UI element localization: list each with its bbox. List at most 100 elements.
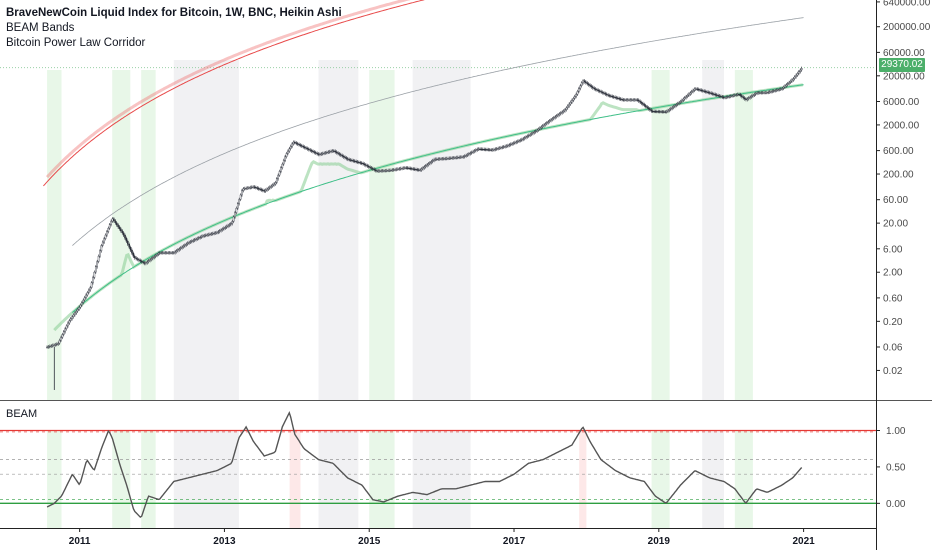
candle-body-40 [101, 241, 104, 246]
candle-body-468 [697, 89, 700, 91]
y-tick-label-13: 0.20 [883, 317, 903, 328]
beam-upper-band [45, 0, 411, 179]
candle-body-439 [657, 111, 660, 113]
candle-body-79 [156, 254, 158, 256]
candle-body-457 [682, 98, 685, 101]
candle-body-160 [269, 186, 271, 189]
candle-body-448 [669, 108, 672, 110]
candle-body-370 [561, 111, 563, 114]
candle-body-334 [511, 143, 513, 145]
candle-body-156 [263, 190, 266, 192]
candle-body-416 [625, 99, 628, 101]
candle-body-400 [603, 92, 605, 94]
candle-body-373 [565, 107, 568, 110]
candle-body-73 [147, 260, 150, 262]
candle-body-317 [487, 149, 490, 151]
candle-body-515 [763, 92, 765, 94]
candle-body-425 [637, 99, 640, 102]
candle-body-514 [761, 92, 764, 94]
candle-body-71 [145, 262, 147, 264]
candle-body-498 [739, 94, 742, 96]
candle-body-258 [405, 167, 408, 169]
candle-body-503 [746, 98, 749, 100]
candle-body-512 [759, 92, 761, 94]
candle-body-202 [327, 151, 330, 153]
power-law-upper-line [43, 0, 426, 187]
candle-body-218 [349, 159, 352, 161]
candle-body-204 [330, 150, 332, 153]
legend-beam-bands: BEAM Bands [6, 22, 75, 34]
candle-body-57 [125, 238, 128, 242]
candle-body-409 [615, 97, 618, 99]
y-tick-label-6: 600.00 [883, 146, 914, 157]
shade-grey-lower-2 [412, 430, 471, 528]
candle-body-172 [285, 153, 288, 157]
candle-body-62 [132, 253, 135, 257]
candle-body-325 [498, 147, 501, 149]
candle-body-387 [585, 81, 587, 84]
candle-body-80 [157, 253, 160, 255]
candle-body-313 [482, 148, 484, 151]
candle-body-26 [82, 299, 85, 303]
candle-body-322 [494, 148, 497, 151]
candle-body-420 [631, 99, 633, 101]
candle-body-15 [67, 322, 69, 327]
candle-body-407 [612, 96, 615, 98]
candle-body-22 [76, 309, 79, 312]
candle-body-245 [387, 170, 389, 172]
candle-body-463 [690, 91, 693, 93]
candle-body-34 [93, 271, 96, 278]
y-tick-label-0: 640000.00 [883, 0, 931, 8]
candle-body-96 [179, 247, 182, 250]
shade-grey-upper-2 [412, 60, 471, 400]
candle-body-398 [600, 91, 602, 93]
candle-body-293 [454, 157, 456, 159]
y-tick-label-14: 0.06 [883, 343, 903, 354]
candle-body-333 [509, 143, 512, 146]
candle-body-66 [138, 259, 140, 261]
candle-body-497 [738, 94, 740, 96]
candle-body-385 [582, 80, 584, 84]
candle-body-494 [734, 94, 736, 96]
candle-body-384 [580, 82, 583, 86]
candle-body-93 [175, 250, 178, 252]
candle-body-303 [468, 153, 470, 155]
candle-body-452 [675, 104, 678, 106]
candle-body-12 [62, 331, 65, 335]
candle-body-253 [398, 168, 401, 170]
candle-body-237 [376, 170, 378, 172]
y-tick-label-8: 60.00 [883, 195, 908, 206]
candle-body-367 [557, 114, 559, 116]
candle-body-219 [351, 159, 353, 162]
candle-body-351 [534, 130, 537, 133]
candle-body-535 [791, 79, 793, 82]
candle-body-220 [352, 160, 355, 162]
candle-body-116 [207, 234, 210, 236]
candle-body-470 [700, 89, 703, 92]
y-tick-label-3: 20000.00 [883, 71, 925, 82]
candle-body-0 [46, 346, 48, 349]
candle-body-167 [278, 171, 281, 176]
candle-body-412 [619, 98, 622, 100]
candle-body-476 [708, 92, 711, 94]
candle-body-344 [525, 136, 527, 138]
candle-body-350 [533, 131, 536, 133]
candle-body-232 [369, 166, 371, 168]
candle-body-257 [404, 167, 406, 169]
candle-body-418 [628, 99, 630, 101]
candle-body-343 [523, 137, 526, 139]
legend-power-law: Bitcoin Power Law Corridor [6, 37, 146, 49]
candle-body-510 [756, 92, 758, 94]
candle-body-365 [554, 116, 557, 118]
candle-body-399 [601, 91, 604, 94]
candle-body-508 [753, 94, 756, 96]
candle-body-54 [121, 230, 124, 234]
candle-body-169 [281, 163, 284, 168]
candle-body-162 [271, 184, 274, 187]
candle-body-454 [678, 102, 680, 104]
candle-body-477 [710, 92, 712, 94]
candle-body-69 [142, 261, 144, 263]
candle-body-364 [553, 117, 555, 119]
candle-body-359 [546, 122, 548, 124]
candle-body-295 [456, 157, 459, 159]
